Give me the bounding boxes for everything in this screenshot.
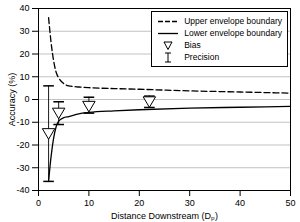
svg-text:0: 0 <box>36 198 41 208</box>
svg-text:20: 20 <box>134 198 144 208</box>
svg-text:10: 10 <box>19 72 29 82</box>
svg-text:Accuracy (%): Accuracy (%) <box>7 73 17 127</box>
html-text:Precision: Precision <box>184 52 220 62</box>
html-text:Bias: Bias <box>184 40 201 50</box>
svg-text:10: 10 <box>84 198 94 208</box>
svg-text:-20: -20 <box>16 140 29 150</box>
svg-text:50: 50 <box>285 198 295 208</box>
svg-text:-10: -10 <box>16 117 29 127</box>
svg-text:30: 30 <box>185 198 195 208</box>
svg-text:20: 20 <box>19 49 29 59</box>
svg-text:-30: -30 <box>16 163 29 173</box>
html-text:Upper envelope boundary: Upper envelope boundary <box>184 16 282 26</box>
svg-text:40: 40 <box>19 3 29 13</box>
svg-text:-40: -40 <box>16 185 29 195</box>
svg-text:0: 0 <box>24 94 29 104</box>
html-text:Lower envelope boundary: Lower envelope boundary <box>184 28 282 38</box>
svg-text:Distance Downstream (Dₚ): Distance Downstream (Dₚ) <box>111 211 218 222</box>
svg-text:40: 40 <box>235 198 245 208</box>
svg-text:30: 30 <box>19 26 29 36</box>
